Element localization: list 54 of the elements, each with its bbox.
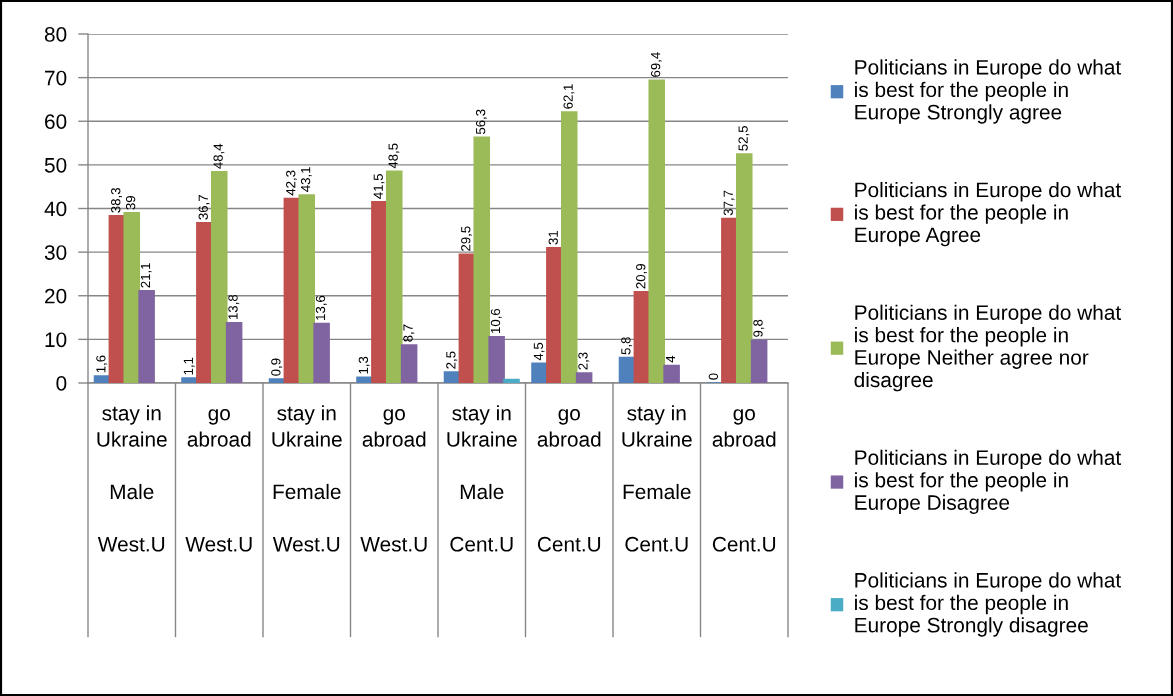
data-label: 4,5 <box>533 342 545 361</box>
y-tick-label: 70 <box>45 70 67 86</box>
data-label: 36,7 <box>198 195 210 220</box>
data-label: 20,9 <box>636 263 647 289</box>
legend-label: Politicians in Europe do what is best for the people in Europe Disagree <box>855 449 1122 514</box>
data-label: 48,4 <box>213 143 225 169</box>
category-label: stay in Ukraine Male Cent.U <box>447 405 517 552</box>
data-label: 1,3 <box>358 356 370 374</box>
y-tick-label: 20 <box>45 288 67 304</box>
data-label: 1,6 <box>96 355 108 373</box>
data-label: 52,5 <box>738 126 750 151</box>
category-label: go abroad West.U <box>360 409 427 552</box>
category-label: stay in Ukraine Female Cent.U <box>622 405 692 552</box>
legend-label: Politicians in Europe do what is best for the people in Europe Neither agree nor disagree <box>854 304 1122 392</box>
category-label: go abroad Cent.U <box>537 409 601 552</box>
y-tick-label: 50 <box>44 157 67 173</box>
data-label: 42,3 <box>286 170 297 196</box>
data-label: 13,6 <box>315 295 327 320</box>
data-label: 0,9 <box>271 358 283 376</box>
data-label: 5,8 <box>621 337 633 355</box>
data-label: 1,1 <box>183 357 195 375</box>
data-label: 41,5 <box>373 174 385 199</box>
data-label: 43,1 <box>300 167 312 192</box>
data-label: 48,5 <box>388 143 400 169</box>
legend-label: Politicians in Europe do what is best for the people in Europe Agree <box>855 182 1122 247</box>
data-label: 29,5 <box>461 226 472 251</box>
data-label: 8,7 <box>403 324 415 342</box>
data-label: 13,8 <box>228 294 240 320</box>
data-label: 62,1 <box>563 84 575 109</box>
y-tick-label: 60 <box>45 114 67 129</box>
data-label: 39 <box>125 196 136 210</box>
data-label: 10,6 <box>490 308 502 333</box>
data-label: 0 <box>708 373 719 380</box>
y-tick-label: 10 <box>45 332 67 348</box>
data-label: 69,4 <box>650 52 662 77</box>
data-label: 2,5 <box>446 351 458 369</box>
data-label: 9,8 <box>753 319 765 337</box>
data-label: 38,3 <box>111 188 122 213</box>
legend-label: Politicians in Europe do what is best for the people in Europe Strongly disagree <box>855 572 1122 637</box>
data-label: 31 <box>548 230 558 245</box>
data-label: 2,3 <box>578 352 590 370</box>
category-label: stay in Ukraine Female West.U <box>272 405 342 552</box>
data-label: 37,7 <box>723 190 735 216</box>
category-label: stay in Ukraine Male West.U <box>97 405 167 552</box>
category-label: go abroad West.U <box>185 409 252 552</box>
y-tick-label: 30 <box>44 245 67 260</box>
category-label: go abroad Cent.U <box>712 409 776 552</box>
data-label: 4 <box>665 355 676 363</box>
y-tick-label: 0 <box>56 376 67 391</box>
data-label: 21,1 <box>140 263 152 288</box>
legend-label: Politicians in Europe do what is best for the people in Europe Strongly agree <box>855 59 1122 124</box>
data-label: 56,3 <box>475 109 487 135</box>
y-tick-label: 80 <box>44 27 67 42</box>
y-tick-label: 40 <box>44 201 67 217</box>
